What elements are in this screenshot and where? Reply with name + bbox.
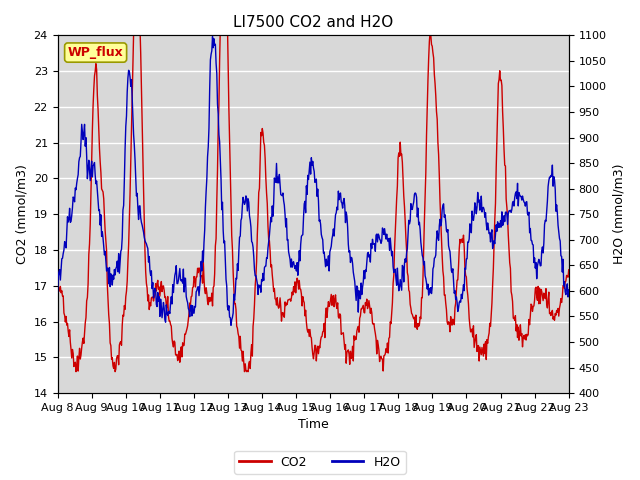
Legend: CO2, H2O: CO2, H2O [234,451,406,474]
Y-axis label: H2O (mmol/m3): H2O (mmol/m3) [612,164,625,264]
Title: LI7500 CO2 and H2O: LI7500 CO2 and H2O [233,15,393,30]
Text: WP_flux: WP_flux [68,46,124,59]
X-axis label: Time: Time [298,419,328,432]
Y-axis label: CO2 (mmol/m3): CO2 (mmol/m3) [15,164,28,264]
